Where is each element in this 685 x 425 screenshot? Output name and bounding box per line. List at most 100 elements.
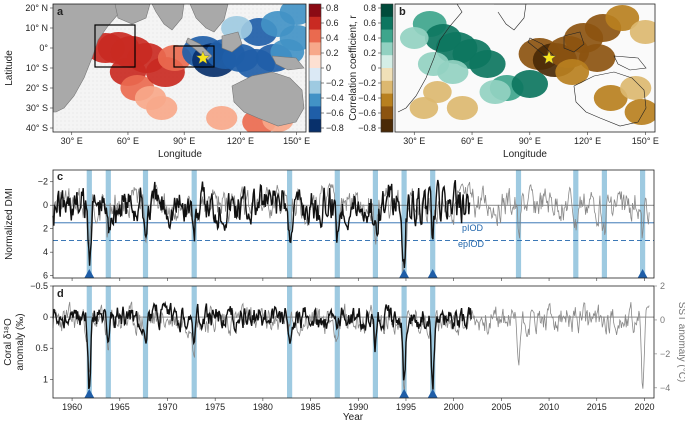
year-tick: 1970: [157, 402, 177, 412]
colorbar-a-swatch: [309, 80, 321, 94]
panel-a-label: a: [57, 6, 64, 18]
iod-event-bar: [287, 170, 293, 278]
panel-c-ylabel: Normalized DMI: [4, 188, 15, 260]
colorbar-b-swatch: [381, 93, 393, 107]
panel-c-series: [52, 179, 650, 273]
panel-d-event-markers: [84, 389, 438, 398]
panel-a-ylabel: Latitude: [4, 50, 15, 86]
longitude-tick: 60° E: [117, 136, 139, 146]
sst-tick: −4: [660, 383, 670, 393]
panel-a-xticks: 30° E 60° E 90° E 120° E 150° E: [61, 132, 310, 146]
heatmap-cell: [206, 106, 238, 130]
year-tick: 1965: [110, 402, 130, 412]
latitude-tick: 20° N: [25, 3, 48, 13]
sumatra-landmass: [185, 37, 213, 61]
panel-a-xlabel: Longitude: [158, 149, 202, 160]
colorbar-b-swatch: [381, 4, 393, 18]
year-tick: 1990: [348, 402, 368, 412]
colorbar-a-swatch: [309, 16, 321, 30]
heatmap-cell: [555, 59, 590, 85]
dmi-tick: 6: [43, 271, 48, 281]
australia-landmass: [231, 71, 305, 127]
d18o-tick: −0.5: [30, 281, 48, 291]
event-marker-icon: [84, 389, 95, 398]
borneo-landmass: [221, 31, 243, 53]
panel-d-label: d: [57, 288, 64, 300]
latitude-tick: 40° S: [26, 123, 48, 133]
colorbar-a-tick: −0.4: [326, 93, 344, 103]
iod-event-bar: [515, 170, 522, 278]
iod-event-bar: [401, 286, 407, 398]
event-marker-icon: [637, 269, 648, 278]
colorbar-a-swatch: [309, 68, 321, 82]
colorbar-label: Correlation coefficient, r: [348, 15, 359, 121]
colorbar-a-swatch: [309, 119, 321, 133]
colorbar-b-swatch: [381, 119, 393, 133]
colorbar-b-tick: −0.2: [358, 78, 376, 88]
year-tick: 1960: [62, 402, 82, 412]
colorbar-b-tick: 0.4: [363, 33, 376, 43]
colorbar-a-swatch: [309, 55, 321, 69]
africa-coastline: [395, 4, 463, 113]
year-axis-label: Year: [343, 412, 364, 423]
heatmap-cell: [409, 97, 439, 119]
iod-event-bar: [334, 170, 340, 278]
latitude-tick: 10° N: [25, 23, 48, 33]
iod-event-bar: [191, 170, 197, 278]
heatmap-cell: [469, 50, 506, 78]
panel-b-frame: [394, 3, 656, 133]
dmi-tick: −2: [38, 177, 48, 187]
colorbar-a-tick: 0: [326, 63, 331, 73]
panel-c: c −2 0 2 4 6 Normalized DMI pIOD epIOD: [4, 169, 655, 281]
event-marker-icon: [427, 389, 438, 398]
year-tick: 2005: [491, 402, 511, 412]
png-coastline: [613, 55, 647, 71]
colorbar-b-tick: −0.4: [358, 93, 376, 103]
panel-b: b 30° E 60° E 90° E 120° E 150° E Longitude: [394, 3, 659, 160]
year-tick: 1995: [396, 402, 416, 412]
year-tick: 1985: [301, 402, 321, 412]
sst-tick: 2: [660, 281, 665, 291]
panel-d: d −0.5 0 0.5 1 2 0 −2 −4 Coral δ¹⁸O anomaly (‰…: [3, 281, 685, 399]
colorbar-a-swatch: [309, 42, 321, 56]
colorbar-b-tick: 0: [371, 63, 376, 73]
colorbar-b-swatch: [381, 29, 393, 43]
coral-d18o-line: [52, 300, 472, 390]
colorbar-a-tick: 0.6: [326, 18, 339, 28]
star-icon: [195, 50, 211, 65]
arabia-landmass: [114, 4, 151, 25]
heatmap-cell: [605, 5, 640, 31]
colorbar-b-swatch: [381, 68, 393, 82]
panel-b-xticks: 30° E 60° E 90° E 120° E 150° E: [403, 132, 659, 146]
colorbar-b-swatch: [381, 42, 393, 56]
epIOD-label: epIOD: [458, 239, 485, 249]
iod-event-bar: [430, 170, 436, 278]
heatmap-cell: [624, 99, 655, 125]
colorbar-a-swatch: [309, 4, 321, 18]
sst-tick: 0: [660, 315, 665, 325]
panel-d-frame: [52, 285, 655, 399]
event-marker-icon: [84, 269, 95, 278]
dmi-tick: 0: [43, 200, 48, 210]
longitude-tick: 120° E: [227, 136, 254, 146]
sst-tick: −2: [660, 349, 670, 359]
panel-d-event-bars: [86, 286, 436, 398]
star-icon: [541, 50, 557, 65]
latitude-tick: 10° S: [26, 63, 48, 73]
heatmap-cell: [593, 85, 628, 111]
india-coastline: [494, 4, 527, 31]
colorbar-b-tick: 0.2: [363, 48, 376, 58]
panel-b-xlabel: Longitude: [503, 149, 547, 160]
heatmap-cell: [423, 81, 452, 103]
colorbar-b-ticks: 0.8 0.6 0.4 0.2 0 −0.2 −0.4 −0.6 −0.8: [358, 3, 381, 133]
colorbar-a-tick: −0.6: [326, 108, 344, 118]
heatmap-cell: [579, 44, 616, 72]
year-tick: 1975: [205, 402, 225, 412]
panel-b-label: b: [399, 6, 406, 18]
panel-c-yticks: −2 0 2 4 6: [38, 177, 53, 281]
colorbar-b-tick: 0.6: [363, 18, 376, 28]
borneo-coastline: [563, 31, 585, 53]
year-tick: 2000: [444, 402, 464, 412]
png-landmass: [271, 55, 305, 71]
colorbar-a-tick: 0.2: [326, 48, 339, 58]
